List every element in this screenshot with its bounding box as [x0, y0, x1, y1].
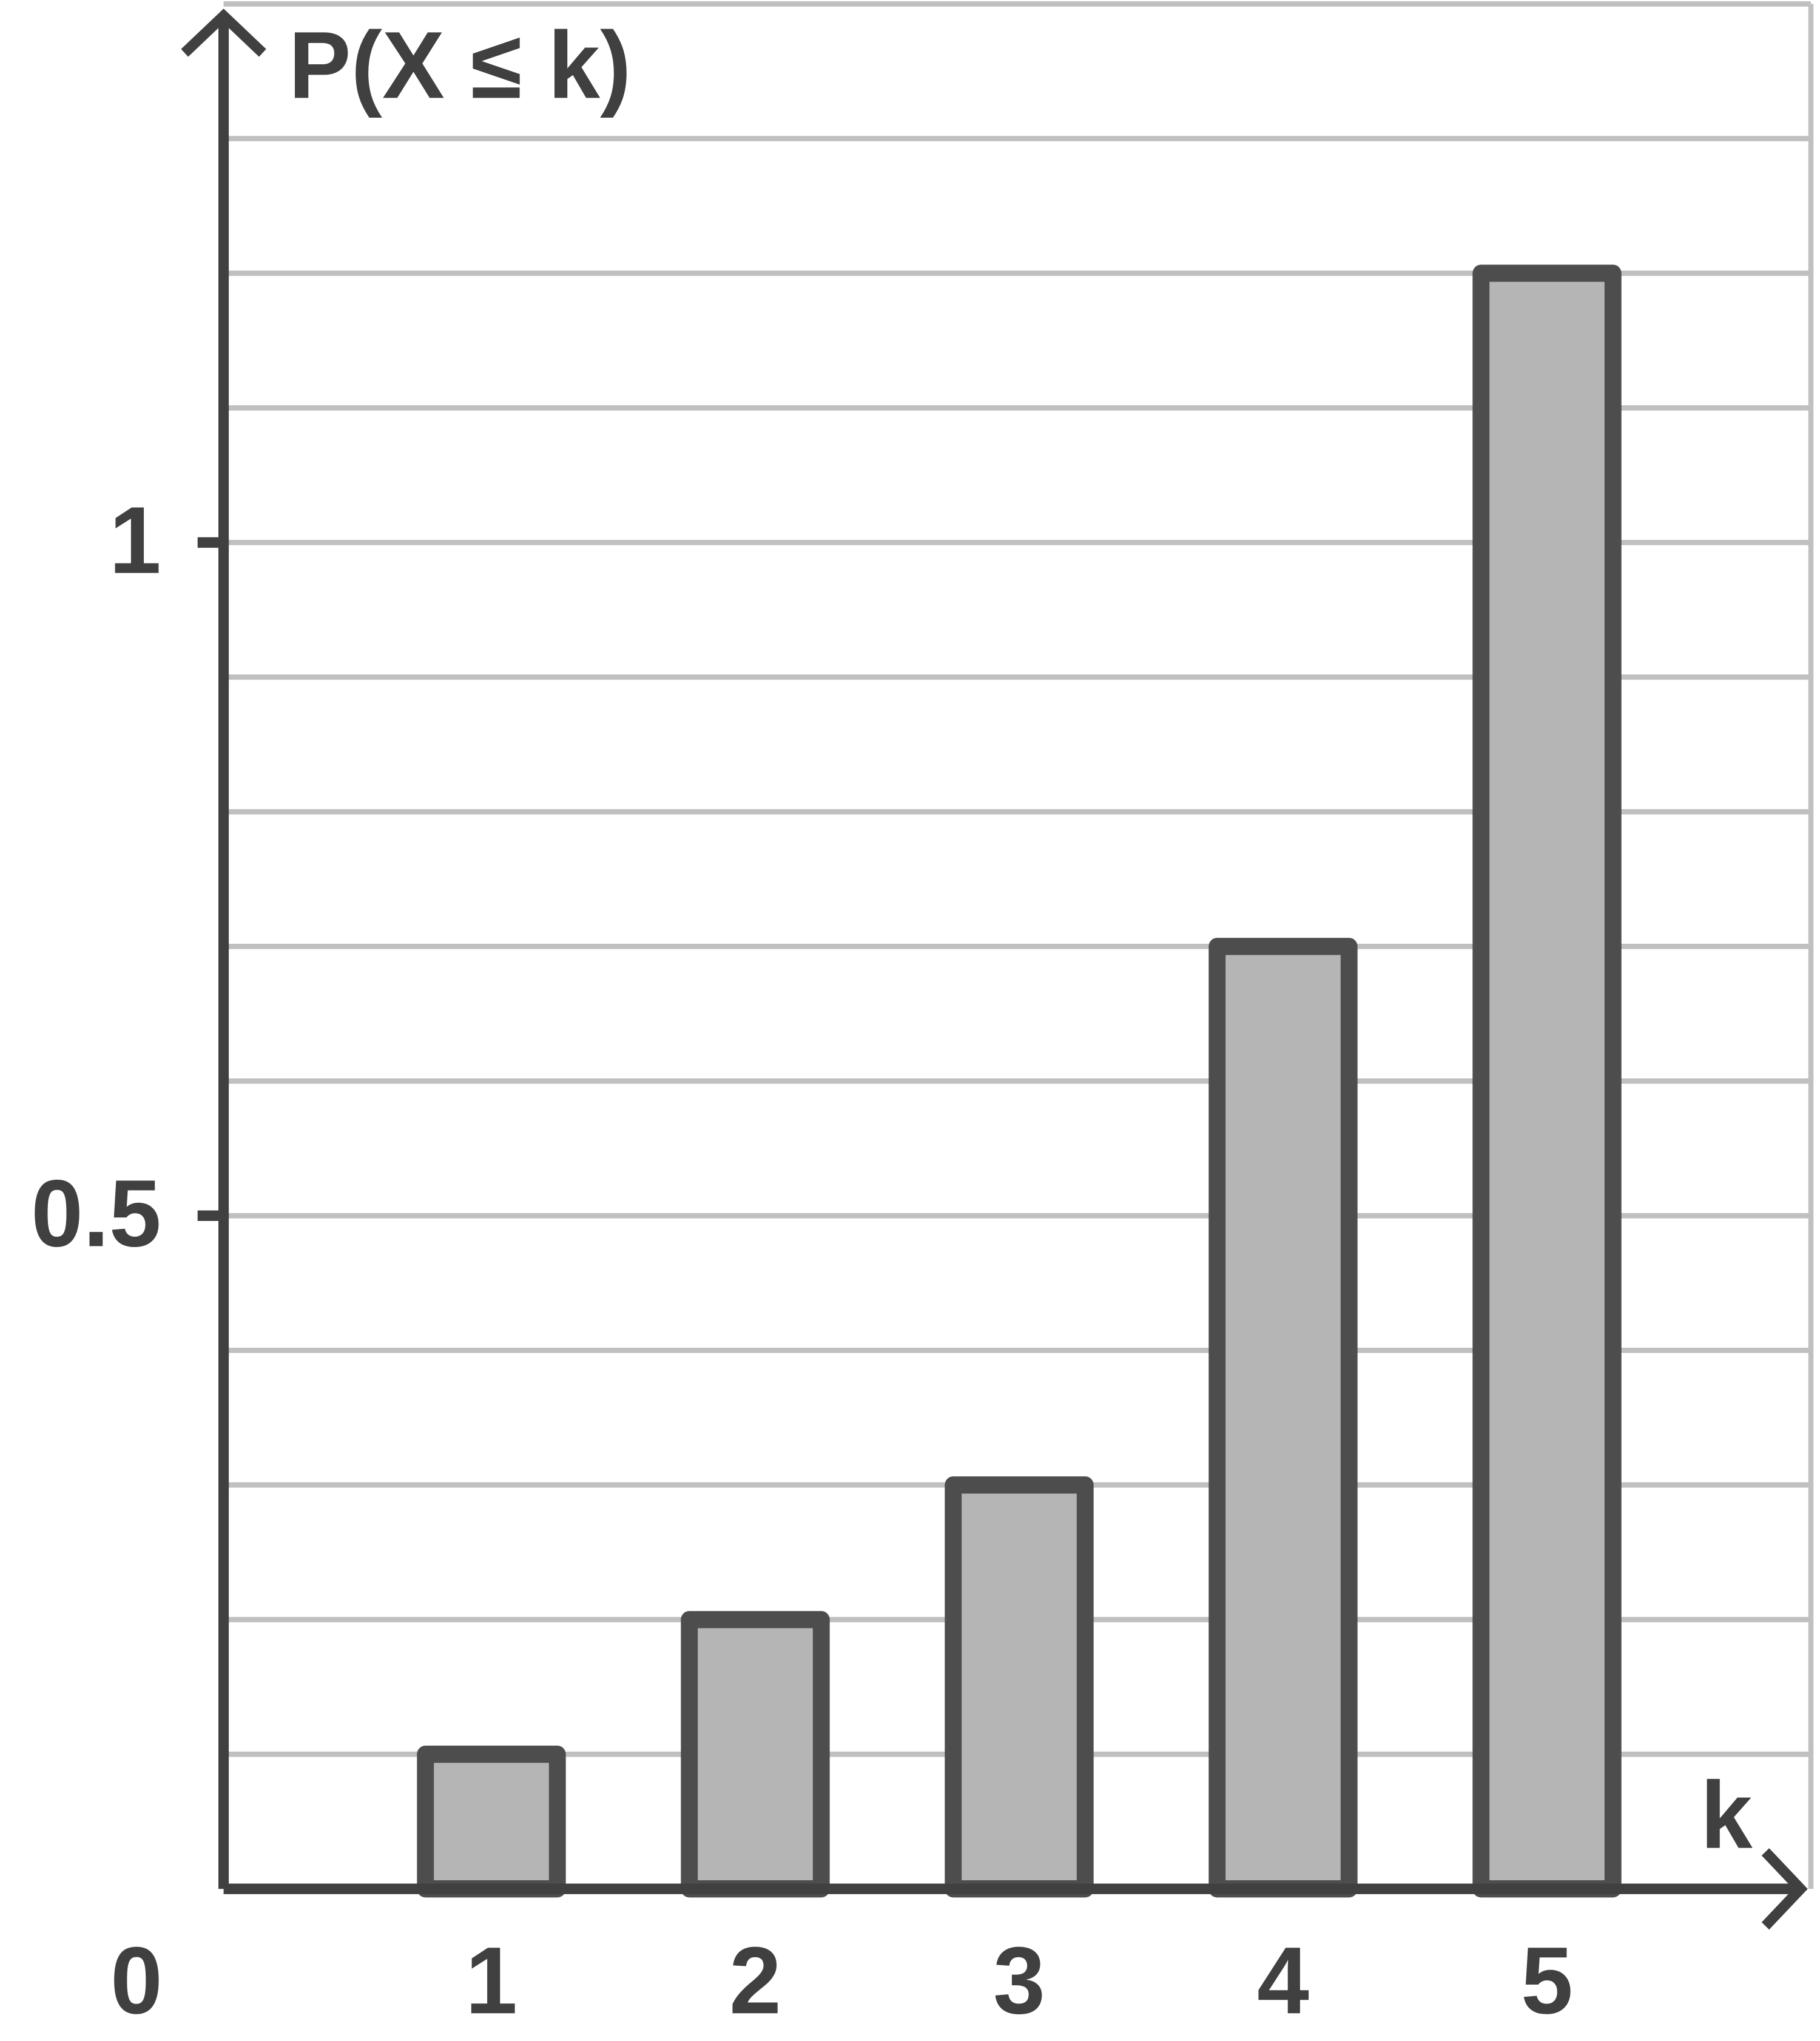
x-arrow — [1761, 1848, 1808, 1930]
y-axis-label: P(X ≤ k) — [289, 12, 632, 118]
bar — [417, 1746, 566, 1898]
y-arrow — [181, 8, 266, 57]
x-tick-label: 1 — [465, 1927, 517, 2034]
x-tick-label: 2 — [729, 1927, 781, 2034]
bar — [1472, 264, 1622, 1898]
x-tick-label: 3 — [993, 1927, 1045, 2034]
grid — [223, 1, 1811, 1757]
bar — [945, 1476, 1094, 1898]
x-tick-label: 0 — [110, 1927, 163, 2034]
x-axis-label: k — [1700, 1761, 1753, 1868]
x-tick-label: 4 — [1257, 1927, 1309, 2034]
bar — [681, 1611, 830, 1898]
bar — [1208, 938, 1358, 1898]
y-tick-label: 0.5 — [31, 1160, 161, 1266]
bars — [417, 264, 1622, 1898]
x-tick-label: 5 — [1521, 1927, 1573, 2034]
y-tick-label: 1 — [109, 486, 161, 593]
